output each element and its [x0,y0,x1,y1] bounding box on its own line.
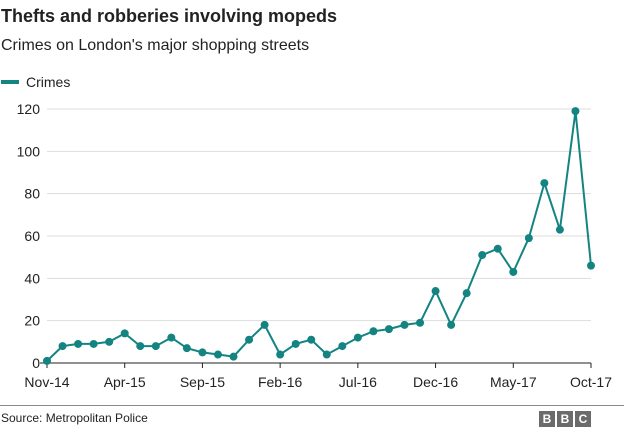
data-point [245,335,254,344]
data-point [555,225,564,234]
line-chart: 0 20 40 60 80 100 120 Nov-14 Apr-15 Sep-15 Feb-16 J… [17,101,613,390]
data-point [524,234,533,243]
y-tick-label: 40 [24,270,40,286]
data-point [478,251,487,260]
data-point [43,356,51,365]
data-point [213,350,222,359]
y-tick-label: 0 [32,355,40,371]
data-point [353,333,362,342]
data-point [416,318,425,327]
x-tick-label: May-17 [490,374,537,390]
data-point [105,337,114,346]
x-tick-label: Apr-15 [104,374,146,390]
data-point [400,320,409,329]
data-point [260,320,269,329]
data-point [493,244,502,253]
data-point [74,339,83,348]
data-point [167,333,176,342]
data-point [540,179,549,188]
bbc-logo-letter: C [575,411,591,427]
data-point [322,350,331,359]
x-tick-label: Feb-16 [258,374,303,390]
x-tick-label: Dec-16 [413,374,458,390]
bbc-logo-letter: B [557,411,573,427]
data-point [58,342,67,351]
data-point [431,287,440,296]
data-point [136,342,145,351]
data-point [462,289,471,298]
data-point [198,348,207,357]
chart-title: Thefts and robberies involving mopeds [1,6,338,26]
legend-label: Crimes [26,74,71,90]
data-point [509,267,518,276]
data-point [338,342,347,351]
data-point [384,325,393,334]
data-point [276,350,285,359]
legend: Crimes [1,74,70,90]
data-point [447,320,456,329]
bbc-logo-letter: B [539,411,555,427]
data-point [120,329,129,338]
x-tick-label: Oct-17 [570,374,612,390]
y-tick-label: 60 [24,228,40,244]
x-tick-label: Jul-16 [339,374,377,390]
data-point [587,261,595,270]
x-tick-label: Sep-15 [180,374,225,390]
data-point [89,339,98,348]
x-tick-label: Nov-14 [24,374,69,390]
data-point [229,352,238,361]
data-point [369,327,378,336]
chart-subtitle: Crimes on London's major shopping street… [1,37,310,54]
footer-rule [0,405,624,406]
y-tick-label: 120 [17,101,41,117]
data-point [291,339,300,348]
legend-swatch [1,80,19,84]
source-note: Source: Metropolitan Police [1,411,148,425]
y-tick-label: 100 [17,143,41,159]
data-point [151,342,160,351]
bbc-logo: B B C [539,411,591,427]
y-tick-label: 80 [24,186,40,202]
data-point [307,335,316,344]
data-point [182,344,191,353]
y-tick-label: 20 [24,313,40,329]
data-point [571,107,580,116]
